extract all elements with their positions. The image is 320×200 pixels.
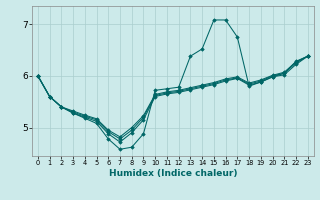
X-axis label: Humidex (Indice chaleur): Humidex (Indice chaleur) (108, 169, 237, 178)
